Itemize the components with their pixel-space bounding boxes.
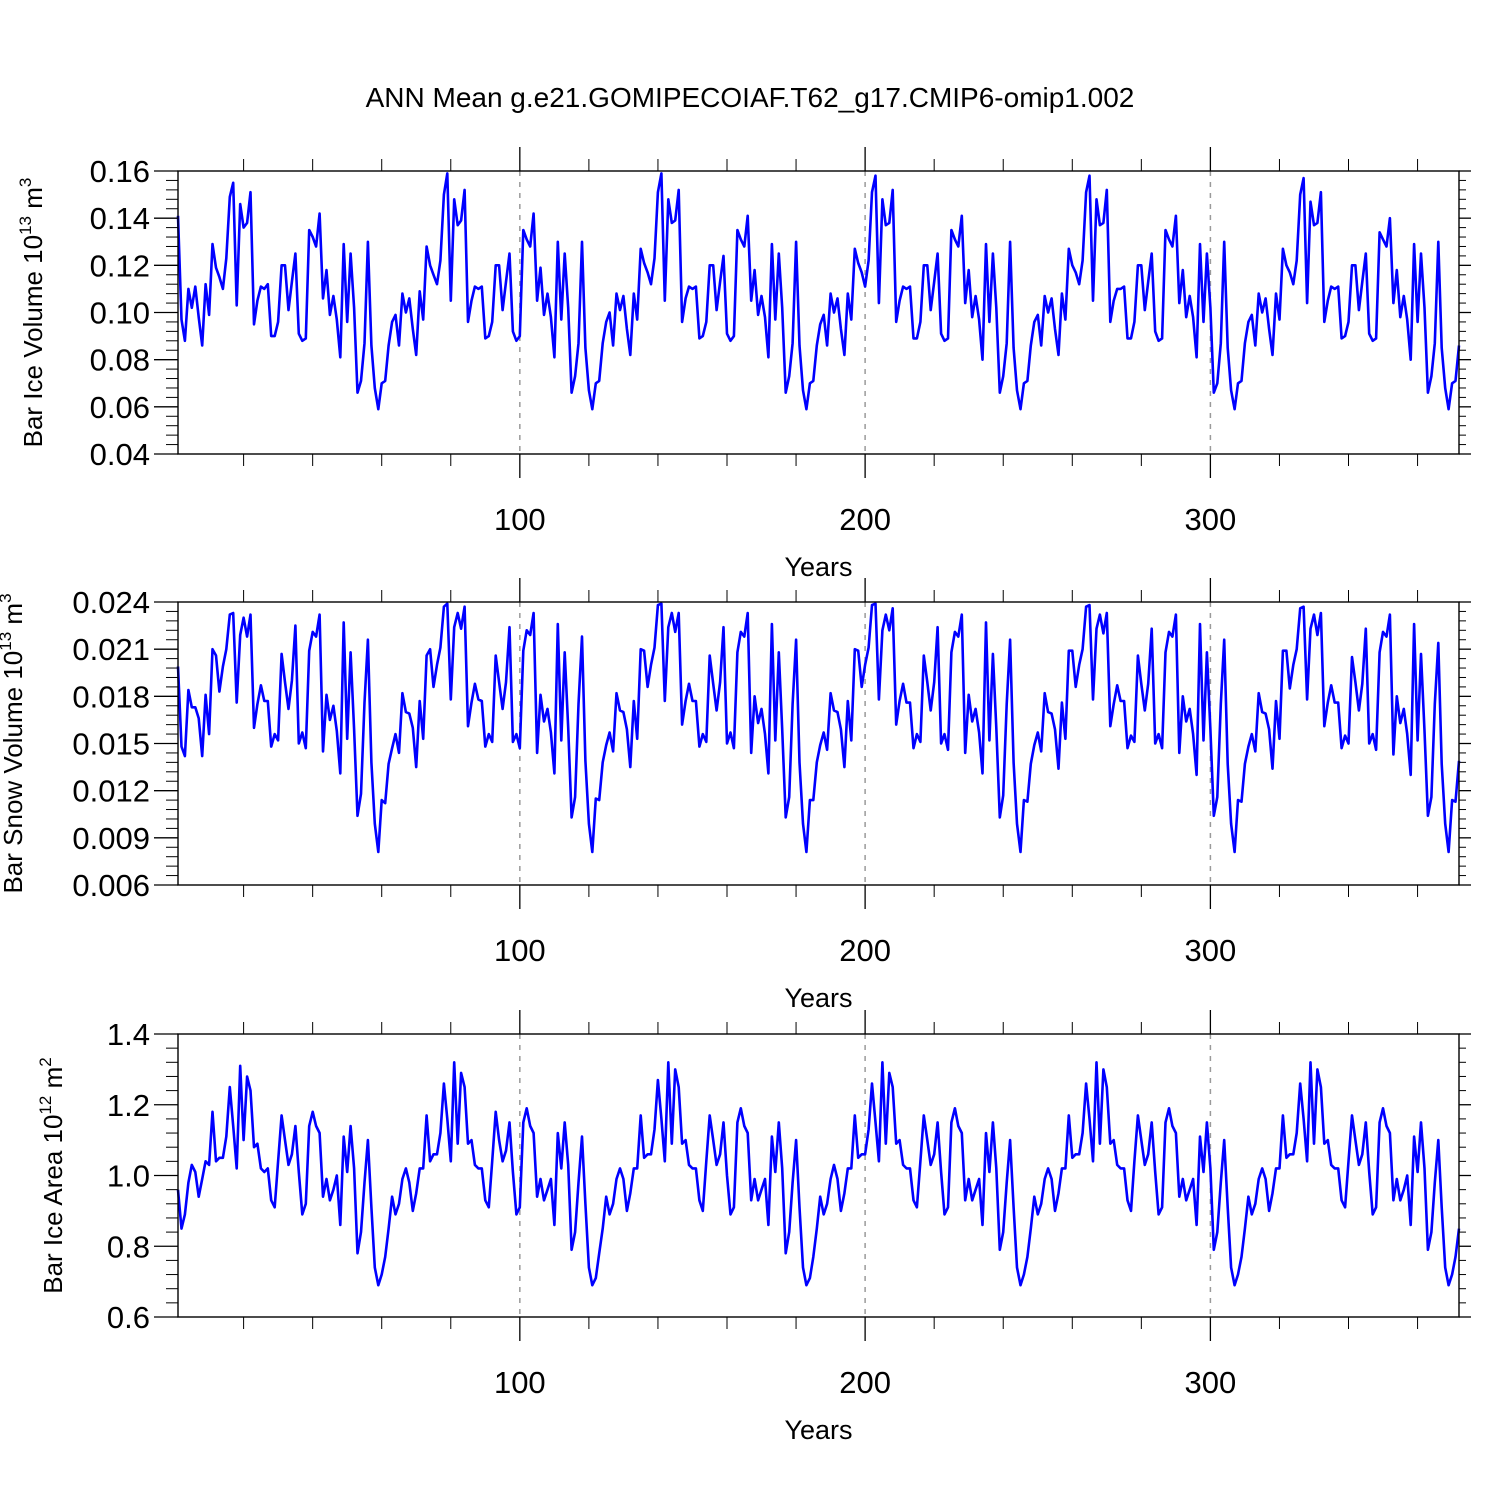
x-axis-label: Years — [784, 552, 852, 582]
y-tick-label: 0.04 — [90, 437, 150, 472]
y-label-unit-exponent: 2 — [36, 1057, 55, 1066]
y-axis-label: Bar Snow Volume 1013 m3 — [0, 593, 28, 893]
series-line-ice-area — [176, 1061, 1461, 1287]
y-tick-label: 0.024 — [72, 585, 150, 620]
x-tick-label: 300 — [1185, 502, 1237, 537]
y-tick-label: 0.14 — [90, 201, 150, 236]
y-label-unit-exponent: 3 — [0, 593, 15, 602]
y-tick-label: 0.012 — [72, 774, 150, 809]
x-tick-label: 200 — [839, 933, 891, 968]
x-axis-label: Years — [784, 1415, 852, 1445]
panel-snow-volume: 0.006 0.009 0.012 0.015 0.018 0.021 0.024 100 20… — [0, 578, 1471, 1013]
x-tick-label: 300 — [1185, 1365, 1237, 1400]
y-tick-label: 0.06 — [90, 390, 150, 425]
y-tick-label: 0.015 — [72, 727, 150, 762]
x-axis-label: Years — [784, 983, 852, 1013]
x-tick-label: 300 — [1185, 933, 1237, 968]
y-tick-label: 0.021 — [72, 632, 150, 667]
y-tick-label: 0.10 — [90, 296, 150, 331]
y-label-unit: m — [38, 1067, 68, 1096]
x-tick-label: 100 — [494, 1365, 546, 1400]
y-label-main: Bar Ice Area 10 — [38, 1115, 68, 1294]
y-tick-label: 1.2 — [107, 1088, 150, 1123]
x-tick-label: 100 — [494, 502, 546, 537]
y-axis-label: Bar Ice Volume 1013 m3 — [16, 178, 48, 448]
y-label-unit-exponent: 3 — [16, 178, 35, 187]
y-label-exponent: 13 — [16, 216, 35, 235]
y-tick-label: 1.4 — [107, 1017, 150, 1052]
y-tick-label: 0.08 — [90, 343, 150, 378]
y-label-main: Bar Snow Volume 10 — [0, 651, 28, 894]
y-tick-label: 0.16 — [90, 154, 150, 189]
y-tick-label: 0.009 — [72, 821, 150, 856]
figure-title: ANN Mean g.e21.GOMIPECOIAF.T62_g17.CMIP6… — [366, 82, 1135, 113]
x-tick-label: 100 — [494, 933, 546, 968]
y-tick-label: 0.6 — [107, 1300, 150, 1335]
y-label-unit: m — [0, 603, 28, 632]
x-tick-label: 200 — [839, 1365, 891, 1400]
y-label-exponent: 13 — [0, 632, 15, 651]
y-axis-label: Bar Ice Area 1012 m2 — [36, 1057, 68, 1294]
series-line-snow-volume — [176, 602, 1461, 854]
panels-group: 0.04 0.06 0.08 0.10 0.12 0.14 0.16 100 200 300 Yea… — [0, 147, 1471, 1445]
y-label-exponent: 12 — [36, 1096, 55, 1115]
y-label-unit: m — [18, 187, 48, 216]
x-tick-label: 200 — [839, 502, 891, 537]
panel-ice-volume: 0.04 0.06 0.08 0.10 0.12 0.14 0.16 100 200 300 Yea… — [16, 147, 1471, 582]
y-tick-label: 1.0 — [107, 1159, 150, 1194]
y-tick-label: 0.018 — [72, 679, 150, 714]
y-tick-label: 0.8 — [107, 1229, 150, 1264]
panel-ice-area: 0.6 0.8 1.0 1.2 1.4 100 200 300 Years Bar Ice Are… — [36, 1010, 1471, 1445]
series-line-ice-volume — [176, 172, 1461, 411]
y-label-main: Bar Ice Volume 10 — [18, 235, 48, 447]
y-tick-label: 0.12 — [90, 248, 150, 283]
y-tick-label: 0.006 — [72, 868, 150, 903]
